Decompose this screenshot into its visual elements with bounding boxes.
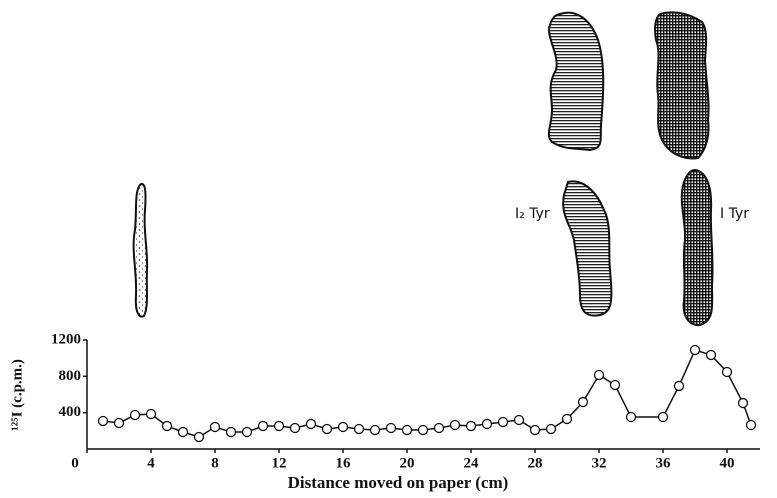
- data-point: [465, 420, 477, 432]
- data-point: [449, 419, 461, 431]
- data-point: [129, 409, 141, 421]
- x-tick-label: 24: [464, 455, 480, 471]
- data-point: [625, 411, 637, 423]
- data-point: [225, 426, 237, 438]
- spot: [562, 180, 613, 317]
- x-tick-label: 0: [71, 455, 79, 471]
- data-line: [102, 349, 752, 438]
- data-point: [737, 397, 749, 409]
- data-point: [513, 414, 525, 426]
- data-point: [673, 380, 685, 392]
- x-tick-label: 28: [528, 455, 543, 471]
- data-point: [689, 344, 701, 356]
- x-tick-label: 20: [400, 455, 415, 471]
- annotation: I Tyr: [720, 206, 749, 222]
- spot: [132, 183, 149, 318]
- y-tick-label: 400: [59, 404, 82, 420]
- data-point: [113, 417, 125, 429]
- data-point: [657, 411, 669, 423]
- data-point: [353, 423, 365, 435]
- data-point: [385, 422, 397, 434]
- data-point: [289, 422, 301, 434]
- data-point: [481, 418, 493, 430]
- spot: [680, 168, 714, 327]
- data-point: [745, 419, 757, 431]
- annotation: I₂ Tyr: [515, 206, 550, 222]
- spot: [547, 11, 605, 152]
- data-point: [305, 418, 317, 430]
- x-axis-title: Distance moved on paper (cm): [288, 473, 509, 492]
- data-point: [369, 424, 381, 436]
- x-tick-label: 8: [211, 455, 219, 471]
- data-point: [337, 421, 349, 433]
- data-point: [401, 424, 413, 436]
- data-point: [561, 413, 573, 425]
- x-tick-label: 12: [272, 455, 287, 471]
- data-point: [705, 349, 717, 361]
- data-point: [145, 408, 157, 420]
- data-point: [593, 369, 605, 381]
- data-point: [273, 420, 285, 432]
- data-point: [529, 424, 541, 436]
- data-point: [497, 416, 509, 428]
- x-tick-label: 32: [592, 455, 607, 471]
- data-point: [193, 431, 205, 443]
- data-point: [721, 366, 733, 378]
- x-tick-label: 36: [656, 455, 672, 471]
- data-point: [609, 379, 621, 391]
- data-point: [97, 415, 109, 427]
- data-point: [433, 422, 445, 434]
- y-tick-label: 800: [59, 368, 82, 384]
- y-tick-label: 1200: [51, 331, 81, 347]
- data-point: [161, 420, 173, 432]
- x-tick-label: 16: [336, 455, 352, 471]
- data-point: [321, 423, 333, 435]
- chromatogram-spots: [132, 11, 714, 327]
- data-point: [209, 421, 221, 433]
- data-point: [577, 396, 589, 408]
- x-tick-label: 40: [720, 455, 735, 471]
- data-point: [545, 423, 557, 435]
- x-tick-label: 4: [147, 455, 155, 471]
- data-point: [177, 426, 189, 438]
- y-axis-title: ¹²⁵I (c.p.m.): [9, 359, 25, 431]
- data-point: [417, 424, 429, 436]
- data-point: [241, 426, 253, 438]
- data-point: [257, 420, 269, 432]
- spot: [654, 11, 710, 160]
